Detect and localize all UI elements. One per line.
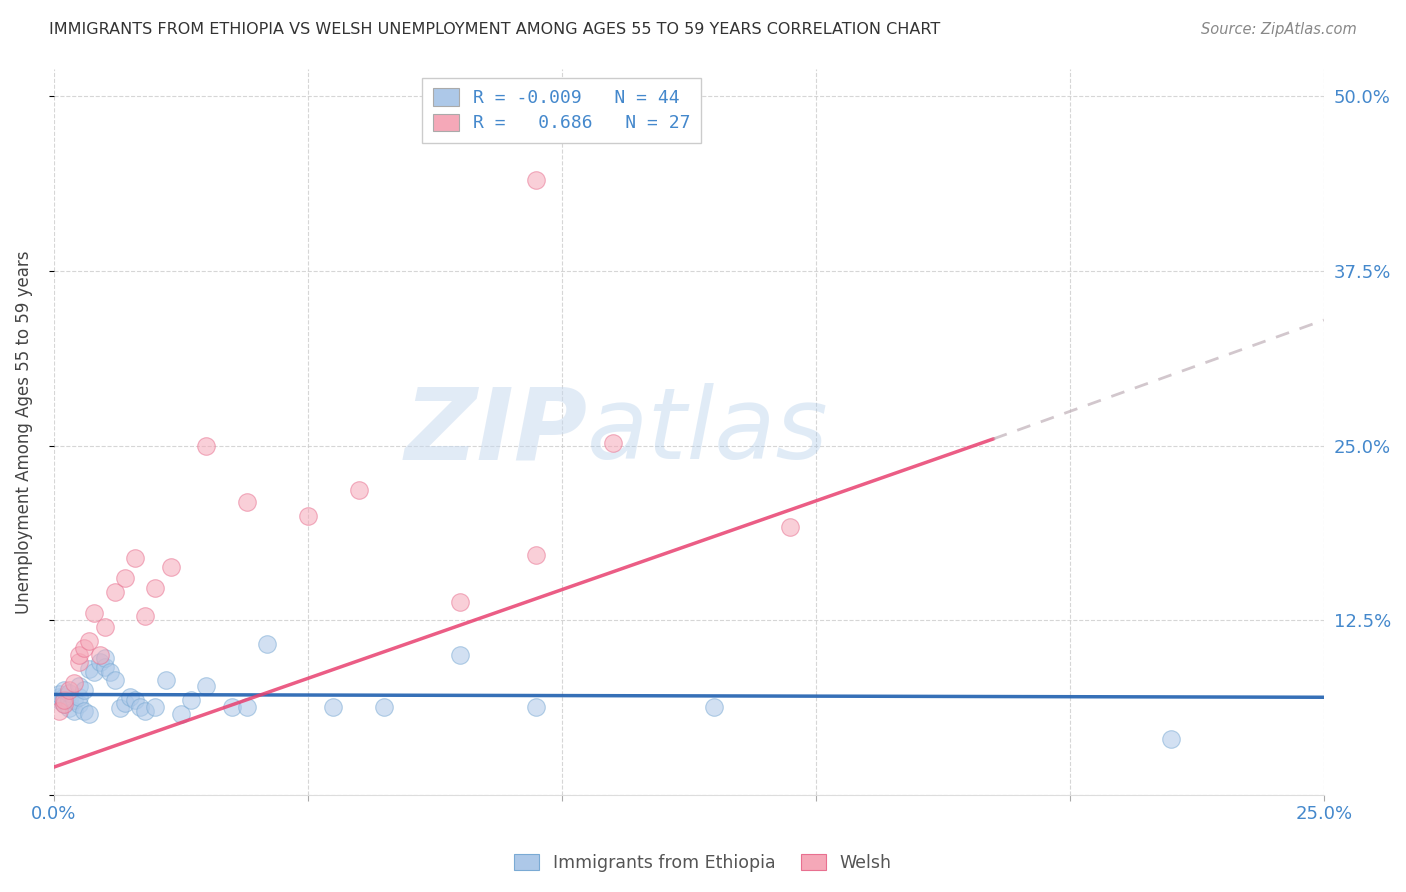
Point [67, 648, 90, 663]
Point [53, 690, 76, 705]
Point [114, 572, 136, 586]
Point [129, 700, 152, 714]
Point [526, 173, 548, 187]
Point [703, 700, 725, 714]
Point [180, 693, 202, 707]
Point [195, 439, 218, 453]
Text: IMMIGRANTS FROM ETHIOPIA VS WELSH UNEMPLOYMENT AMONG AGES 55 TO 59 YEARS CORRELA: IMMIGRANTS FROM ETHIOPIA VS WELSH UNEMPL… [49, 22, 941, 37]
Point [297, 508, 319, 523]
Point [108, 701, 131, 715]
Point [195, 679, 218, 693]
Point [53, 698, 76, 712]
Legend: Immigrants from Ethiopia, Welsh: Immigrants from Ethiopia, Welsh [508, 847, 898, 879]
Point [155, 673, 177, 688]
Point [104, 585, 127, 599]
Point [256, 637, 278, 651]
Point [89, 656, 111, 670]
Point [63, 693, 86, 707]
Point [48, 693, 70, 707]
Point [83, 607, 105, 621]
Point [63, 704, 86, 718]
Point [602, 436, 624, 450]
Point [449, 648, 471, 663]
Point [67, 690, 90, 705]
Point [79, 662, 101, 676]
Point [1160, 732, 1182, 747]
Point [134, 704, 156, 718]
Text: atlas: atlas [588, 384, 830, 480]
Point [67, 679, 90, 693]
Point [53, 693, 76, 707]
Point [48, 688, 70, 702]
Point [373, 700, 395, 714]
Point [236, 700, 259, 714]
Point [526, 548, 548, 562]
Point [118, 690, 141, 705]
Point [526, 700, 548, 714]
Point [779, 520, 801, 534]
Point [79, 634, 101, 648]
Point [124, 550, 146, 565]
Point [347, 483, 370, 498]
Point [170, 706, 193, 721]
Point [322, 700, 344, 714]
Point [221, 700, 243, 714]
Point [93, 620, 115, 634]
Point [145, 582, 167, 596]
Point [73, 641, 96, 656]
Point [53, 683, 76, 698]
Text: Source: ZipAtlas.com: Source: ZipAtlas.com [1201, 22, 1357, 37]
Point [236, 494, 259, 508]
Point [449, 595, 471, 609]
Point [73, 683, 96, 698]
Point [93, 659, 115, 673]
Point [67, 698, 90, 712]
Point [134, 609, 156, 624]
Point [98, 665, 121, 679]
Point [58, 693, 80, 707]
Point [58, 683, 80, 698]
Point [48, 690, 70, 705]
Point [79, 706, 101, 721]
Point [104, 673, 127, 688]
Point [114, 696, 136, 710]
Point [73, 704, 96, 718]
Text: ZIP: ZIP [405, 384, 588, 480]
Y-axis label: Unemployment Among Ages 55 to 59 years: Unemployment Among Ages 55 to 59 years [15, 250, 32, 614]
Point [83, 665, 105, 679]
Point [124, 693, 146, 707]
Point [63, 676, 86, 690]
Point [58, 686, 80, 700]
Point [58, 701, 80, 715]
Point [53, 698, 76, 712]
Point [159, 560, 181, 574]
Point [48, 704, 70, 718]
Point [67, 656, 90, 670]
Point [145, 700, 167, 714]
Legend: R = -0.009   N = 44, R =   0.686   N = 27: R = -0.009 N = 44, R = 0.686 N = 27 [422, 78, 702, 143]
Point [89, 648, 111, 663]
Point [93, 651, 115, 665]
